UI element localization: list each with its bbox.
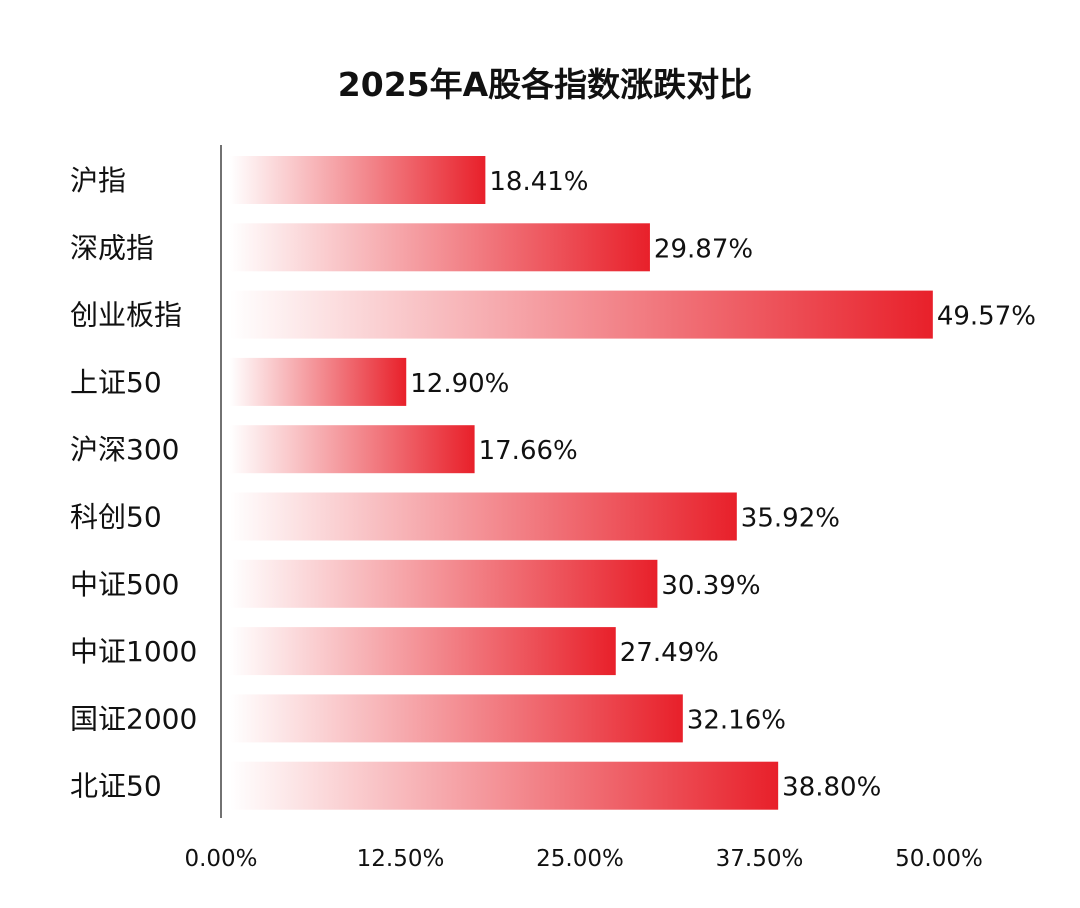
bar-4: [230, 425, 475, 474]
bar-9: [230, 761, 779, 810]
category-label: 上证50: [70, 366, 162, 399]
x-tick-label: 0.00%: [184, 846, 257, 872]
bar-7: [230, 627, 616, 676]
category-label: 中证1000: [70, 635, 197, 668]
data-label: 49.57%: [937, 302, 1036, 332]
bar-0: [230, 156, 486, 204]
category-label: 中证500: [70, 568, 179, 601]
x-tick-label: 12.50%: [357, 846, 445, 872]
data-label: 35.92%: [741, 504, 840, 534]
category-label: 国证2000: [70, 702, 197, 735]
x-tick-label: 50.00%: [895, 846, 983, 872]
category-label: 沪指: [70, 164, 126, 197]
bar-8: [230, 694, 683, 743]
category-label: 北证50: [70, 770, 162, 803]
bar-6: [230, 559, 658, 608]
category-label: 科创50: [70, 501, 162, 534]
bar-2: [230, 290, 933, 339]
category-label: 沪深300: [70, 433, 179, 466]
category-label: 深成指: [70, 231, 154, 264]
category-label: 创业板指: [70, 299, 182, 332]
data-label: 27.49%: [620, 638, 719, 668]
data-label: 29.87%: [654, 234, 753, 264]
bar-3: [230, 357, 407, 406]
data-label: 18.41%: [489, 167, 588, 197]
x-tick-label: 25.00%: [536, 846, 624, 872]
data-label: 32.16%: [687, 705, 786, 735]
x-tick-label: 37.50%: [716, 846, 804, 872]
data-label: 12.90%: [410, 369, 509, 399]
bar-5: [230, 492, 737, 541]
chart-title: 2025年A股各指数涨跌对比: [337, 65, 753, 104]
bar-1: [230, 223, 650, 272]
data-label: 30.39%: [661, 571, 760, 601]
data-label: 38.80%: [782, 773, 881, 803]
data-label: 17.66%: [479, 436, 578, 466]
